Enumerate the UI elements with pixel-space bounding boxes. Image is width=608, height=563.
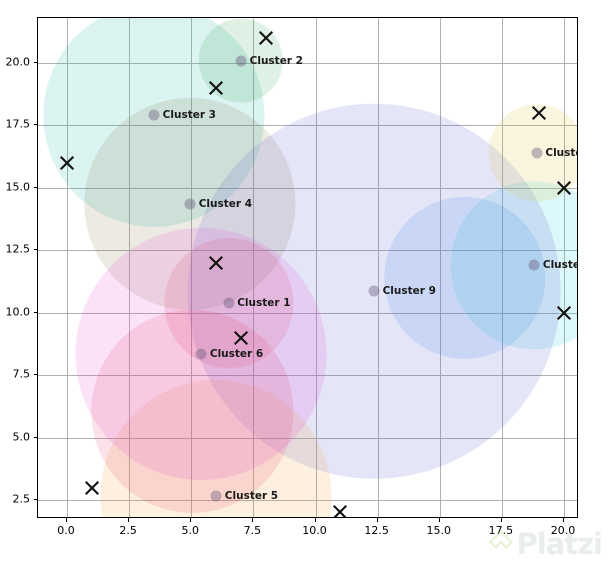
y-axis-tick-label: 15.0 [5,180,31,194]
y-axis-tick [33,499,37,500]
x-axis-tick [252,518,254,522]
gridline-horizontal [38,125,577,127]
y-axis-tick-label: 20.0 [5,55,31,69]
x-axis-tick [314,518,316,522]
plot-area: Cluster 1 Cluster 2 Cluster 3 Cluster 4 Clus… [37,17,578,518]
data-point-marker-6 [556,179,573,196]
cluster-center-dot-8 [528,259,540,271]
cluster-center-dot-9 [368,285,380,297]
cluster-center-dot-6 [195,348,207,360]
y-axis-tick [33,374,37,376]
gridline-vertical [501,18,503,517]
gridline-horizontal [38,250,577,252]
cluster-label-2: Cluster 2 [249,54,303,67]
x-axis-tick-label: 0.0 [57,524,75,537]
gridline-vertical [129,18,131,517]
x-axis-tick [190,518,192,522]
x-axis-tick [376,518,378,522]
x-axis-tick-label: 5.0 [181,524,200,537]
gridline-vertical [377,18,379,517]
gridline-vertical [253,18,255,517]
gridline-horizontal [38,63,577,64]
y-axis-tick [33,249,37,251]
cluster-center-dot-2 [235,55,247,66]
gridline-horizontal [38,375,577,377]
x-axis-tick-label: 2.5 [119,524,137,537]
x-axis-tick-label: 7.5 [243,524,262,537]
gridline-horizontal [38,437,577,439]
x-axis-tick-label: 15.0 [426,524,452,537]
cluster-center-dot-4 [184,198,196,210]
cluster-center-dot-7 [531,147,543,159]
cluster-label-6: Cluster 6 [209,347,264,360]
data-point-marker-3 [208,79,225,96]
y-axis-tick-label: 5.0 [12,430,31,444]
data-point-marker-2 [257,30,274,47]
data-point-marker-5 [208,254,225,271]
cluster-circle-3 [43,18,265,227]
data-point-marker-9 [83,479,100,496]
cluster-label-1: Cluster 1 [237,296,291,309]
y-axis-tick [33,186,37,188]
data-point-marker-10 [332,504,349,517]
cluster-center-dot-3 [148,109,160,121]
x-axis-tick [563,518,564,522]
y-axis-tick [33,124,37,126]
cluster-label-8: Cluster 8 [542,259,577,272]
gridline-vertical [439,18,441,517]
cluster-circle-extra-2 [383,196,546,359]
y-axis-tick-label: 10.0 [5,305,31,319]
cluster-label-5: Cluster 5 [224,490,279,502]
cluster-label-7: Cluster 7 [545,146,577,159]
y-axis-tick [33,436,37,438]
x-axis-tick-label: 20.0 [550,524,576,537]
y-axis-tick-label: 2.5 [12,492,31,506]
data-point-marker-8 [556,304,573,321]
gridline-vertical [191,18,193,517]
x-axis-tick [66,518,67,522]
gridline-horizontal [38,500,577,501]
y-axis-tick [33,311,37,313]
cluster-circle-extra-1 [91,310,294,513]
y-axis-tick [33,62,37,63]
cluster-label-9: Cluster 9 [382,284,436,297]
x-axis-tick-label: 12.5 [364,524,389,537]
x-axis-tick [500,518,502,522]
data-point-marker-1 [59,154,76,171]
cluster-label-3: Cluster 3 [162,109,216,122]
y-axis-tick-label: 17.5 [5,117,31,131]
x-axis-tick-label: 10.0 [302,524,327,537]
cluster-center-dot-1 [223,297,235,309]
y-axis-tick-label: 7.5 [12,367,31,381]
x-axis-tick [128,518,130,522]
gridline-vertical [564,18,565,517]
cluster-label-4: Cluster 4 [198,197,253,210]
x-axis-tick-label: 17.5 [488,524,514,537]
y-axis-tick-label: 12.5 [5,242,31,256]
gridline-horizontal [38,312,577,314]
gridline-horizontal [38,187,577,189]
gridline-vertical [315,18,317,517]
x-axis-tick [438,518,440,522]
data-point-marker-7 [232,329,249,346]
cluster-center-dot-5 [210,490,222,502]
data-point-marker-4 [531,104,548,121]
gridline-vertical [67,18,68,517]
